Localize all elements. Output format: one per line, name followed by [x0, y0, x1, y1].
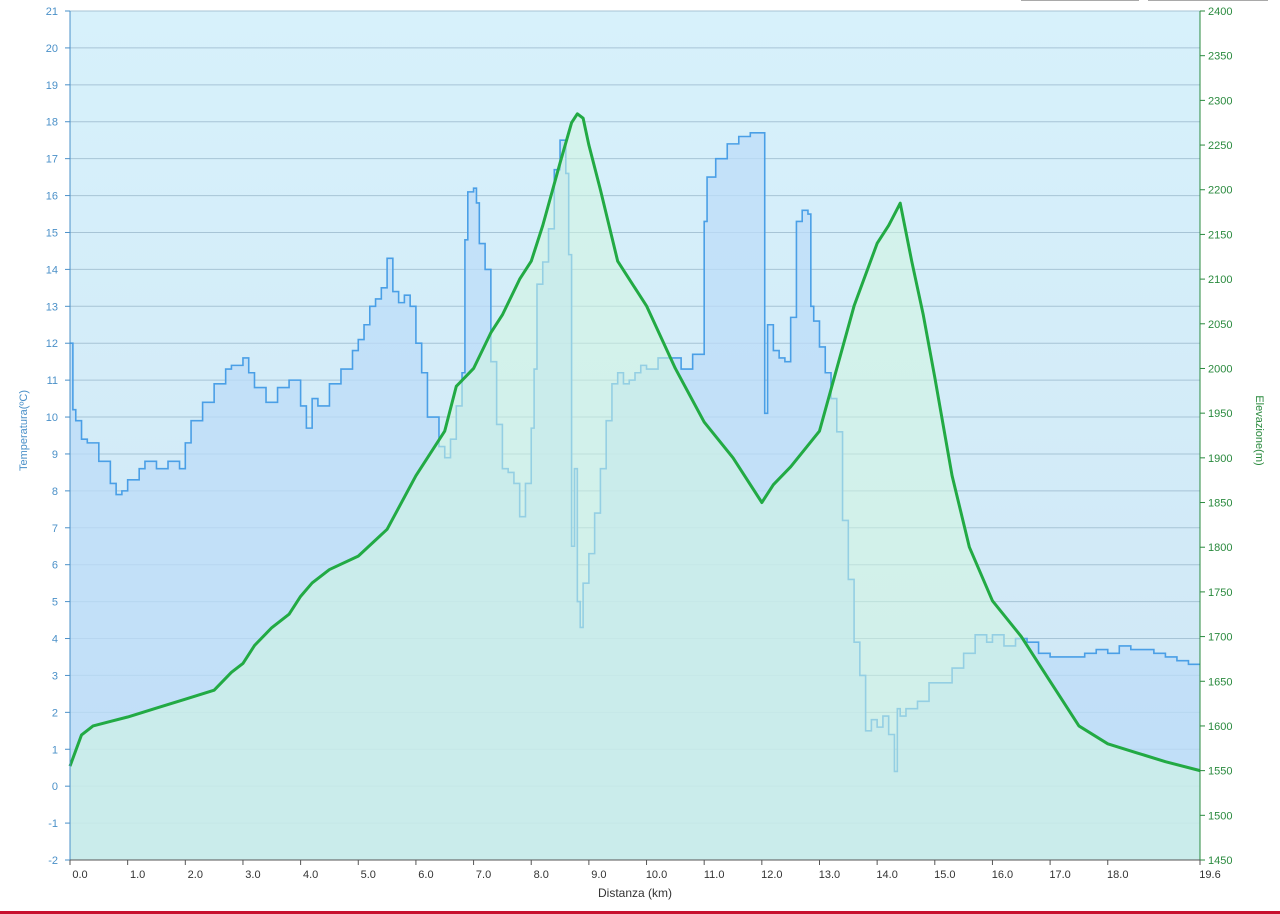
- left-tick-label: 12: [46, 338, 58, 350]
- right-tick-label: 2350: [1208, 51, 1232, 63]
- x-tick-label: 2.0: [188, 869, 203, 881]
- x-tick-label: 1.0: [130, 869, 145, 881]
- left-tick-label: 20: [46, 43, 58, 55]
- right-tick-label: 1600: [1208, 721, 1232, 733]
- x-tick-label: 4.0: [303, 869, 318, 881]
- left-tick-label: 7: [52, 523, 58, 535]
- x-tick-label: 17.0: [1049, 869, 1070, 881]
- left-tick-label: 5: [52, 597, 58, 609]
- right-tick-label: 1550: [1208, 766, 1232, 778]
- left-tick-label: 14: [46, 264, 58, 276]
- right-tick-label: 2000: [1208, 363, 1232, 375]
- x-tick-label: 15.0: [934, 869, 955, 881]
- x-tick-label: 7.0: [476, 869, 491, 881]
- left-tick-label: 9: [52, 449, 58, 461]
- left-tick-label: -2: [48, 855, 58, 867]
- x-tick-label: 9.0: [591, 869, 606, 881]
- left-axis-title: Temperatura(ºC): [18, 390, 30, 471]
- left-tick-label: 10: [46, 412, 58, 424]
- x-tick-label: 11.0: [704, 869, 725, 881]
- right-tick-label: 2250: [1208, 140, 1232, 152]
- x-tick-label: 18.0: [1107, 869, 1128, 881]
- left-tick-label: 17: [46, 154, 58, 166]
- elevation-area: [70, 113, 1200, 860]
- left-tick-label: 3: [52, 670, 58, 682]
- x-tick-label: 8.0: [534, 869, 549, 881]
- right-tick-label: 2100: [1208, 274, 1232, 286]
- elevation-line: [68, 112, 1201, 773]
- right-tick-label: 1950: [1208, 408, 1232, 420]
- left-tick-label: 6: [52, 560, 58, 572]
- right-axis-ticks: 1450 1500 1550 1600 1650 1700 1750 1800 1850 1900…: [1200, 6, 1232, 867]
- x-tick-label: 19.6: [1199, 869, 1220, 881]
- x-tick-label: 6.0: [418, 869, 433, 881]
- x-tick-label: 14.0: [876, 869, 897, 881]
- right-tick-label: 1700: [1208, 632, 1232, 644]
- left-tick-label: 19: [46, 80, 58, 92]
- right-tick-label: 1900: [1208, 453, 1232, 465]
- x-tick-label: 3.0: [245, 869, 260, 881]
- left-tick-label: -1: [48, 818, 58, 830]
- right-tick-label: 2200: [1208, 185, 1232, 197]
- x-tick-label: 5.0: [361, 869, 376, 881]
- bottom-accent-rule: [0, 911, 1280, 914]
- left-tick-label: 21: [46, 6, 58, 18]
- x-axis-title: Distanza (km): [598, 886, 672, 900]
- right-tick-label: 2300: [1208, 95, 1232, 107]
- right-tick-label: 2150: [1208, 229, 1232, 241]
- elevation-series: [68, 112, 1201, 860]
- left-tick-label: 16: [46, 191, 58, 203]
- left-tick-label: 0: [52, 781, 58, 793]
- x-tick-label: 12.0: [761, 869, 782, 881]
- axes: [69, 11, 1201, 861]
- x-tick-label: 10.0: [646, 869, 667, 881]
- x-tick-label: 13.0: [819, 869, 840, 881]
- x-tick-label: 0.0: [72, 869, 87, 881]
- right-tick-label: 1750: [1208, 587, 1232, 599]
- left-tick-label: 11: [47, 375, 58, 387]
- right-tick-label: 2050: [1208, 319, 1232, 331]
- toolbar-button-1[interactable]: [1021, 0, 1139, 1]
- left-tick-label: 18: [46, 117, 58, 129]
- left-tick-label: 2: [52, 707, 58, 719]
- right-tick-label: 1850: [1208, 498, 1232, 510]
- right-tick-label: 1800: [1208, 542, 1232, 554]
- right-tick-label: 1450: [1208, 855, 1232, 867]
- left-tick-label: 8: [52, 486, 58, 498]
- right-tick-label: 1650: [1208, 676, 1232, 688]
- right-tick-label: 2400: [1208, 6, 1232, 18]
- x-axis-ticks: 0.0 1.0 2.0 3.0 4.0 5.0 6.0 7.0 8.0 9.0 10.0 11.0 12…: [69, 860, 1221, 881]
- left-tick-label: 13: [46, 301, 58, 313]
- left-tick-label: 15: [46, 227, 58, 239]
- left-tick-label: 4: [52, 634, 58, 646]
- x-tick-label: 16.0: [992, 869, 1013, 881]
- right-axis-title: Elevazione(m): [1253, 395, 1265, 465]
- toolbar-button-2[interactable]: [1148, 0, 1268, 1]
- right-tick-label: 1500: [1208, 810, 1232, 822]
- left-tick-label: 1: [52, 744, 58, 756]
